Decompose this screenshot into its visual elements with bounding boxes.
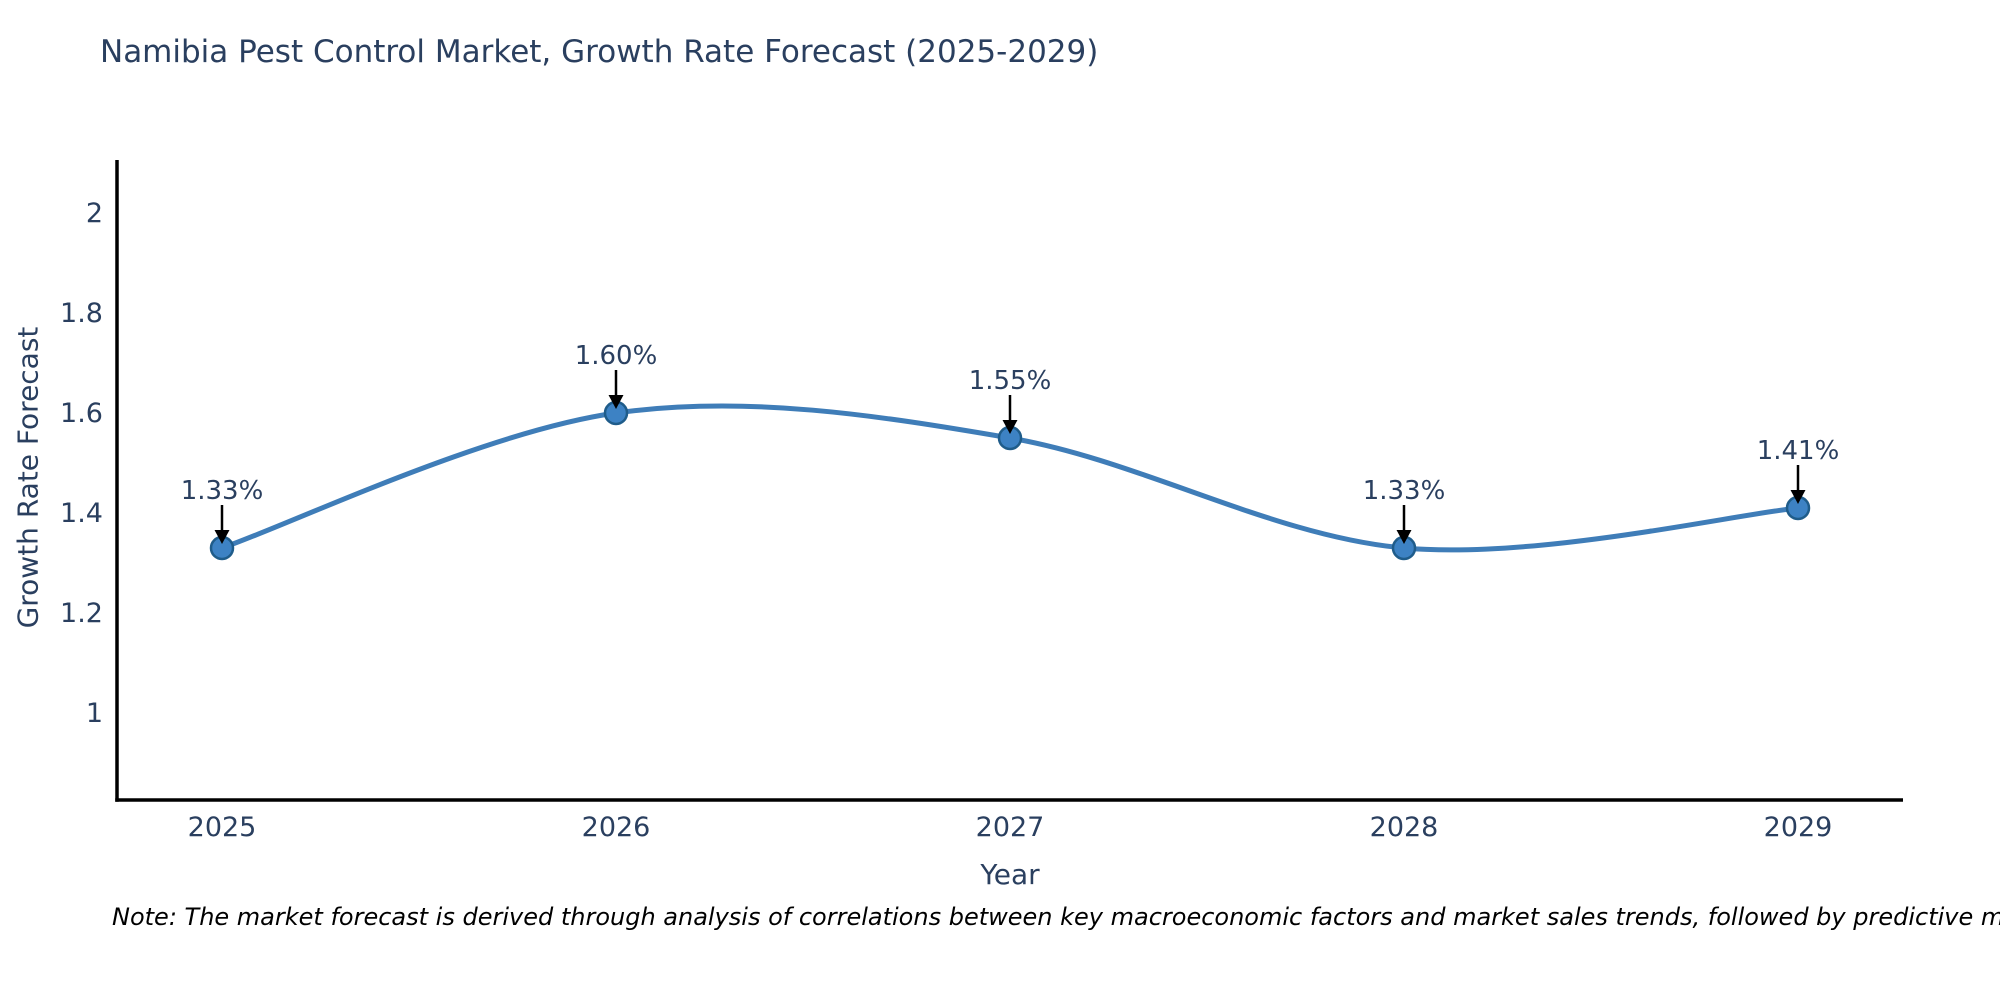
x-axis-tick-label: 2027 bbox=[976, 812, 1045, 843]
y-axis-tick-label: 1.4 bbox=[60, 498, 103, 529]
y-axis-tick-label: 2 bbox=[86, 198, 103, 229]
annotation-arrow-head bbox=[1790, 490, 1806, 504]
footnote: Note: The market forecast is derived thr… bbox=[112, 903, 2000, 931]
annotation-arrow-head bbox=[1002, 420, 1018, 434]
chart-title: Namibia Pest Control Market, Growth Rate… bbox=[100, 34, 1099, 70]
y-axis-tick-label: 1.6 bbox=[60, 398, 103, 429]
annotation-arrow-head bbox=[214, 530, 230, 544]
y-axis-tick-label: 1 bbox=[86, 698, 103, 729]
annotation-arrow-head bbox=[608, 395, 624, 409]
y-axis-tick-label: 1.8 bbox=[60, 298, 103, 329]
annotation-arrow-head bbox=[1396, 530, 1412, 544]
annotation-label: 1.41% bbox=[1757, 436, 1840, 466]
x-axis-title: Year bbox=[980, 858, 1040, 891]
annotation-label: 1.60% bbox=[575, 341, 658, 371]
annotation-label: 1.55% bbox=[969, 366, 1052, 396]
x-axis-tick-label: 2026 bbox=[582, 812, 651, 843]
x-axis-tick-label: 2028 bbox=[1370, 812, 1439, 843]
annotation-label: 1.33% bbox=[181, 476, 264, 506]
annotation-label: 1.33% bbox=[1363, 476, 1446, 506]
x-axis-tick-label: 2025 bbox=[188, 812, 257, 843]
x-axis-tick-label: 2029 bbox=[1764, 812, 1833, 843]
y-axis-tick-label: 1.2 bbox=[60, 598, 103, 629]
